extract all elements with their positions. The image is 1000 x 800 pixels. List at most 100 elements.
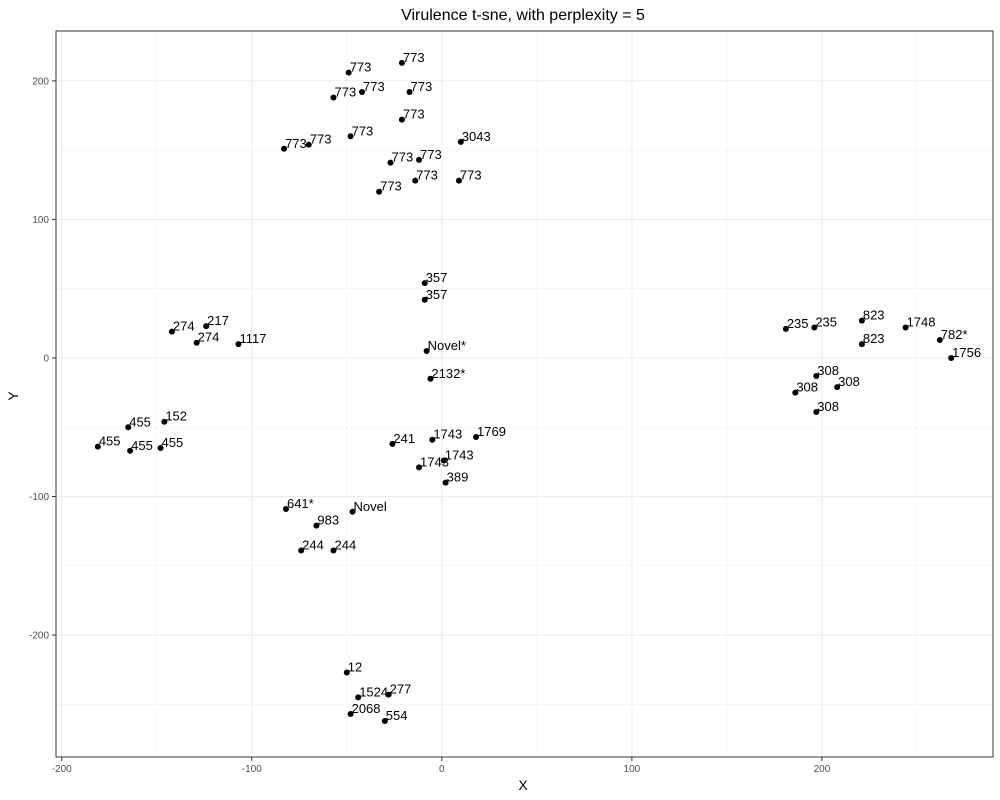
- data-point: [349, 508, 356, 515]
- point-label: 773: [310, 132, 332, 147]
- y-axis-title: Y: [5, 391, 21, 401]
- data-point: [387, 159, 394, 166]
- y-tick-label: -100: [29, 492, 49, 503]
- point-label: 455: [131, 438, 153, 453]
- data-point: [347, 711, 354, 718]
- point-label: 455: [99, 434, 121, 449]
- grid-lines: [56, 31, 993, 757]
- point-label: 773: [416, 168, 438, 183]
- data-point: [193, 339, 200, 346]
- data-point: [161, 418, 168, 425]
- y-tick-label: 100: [32, 215, 49, 226]
- data-point: [381, 717, 388, 724]
- y-tick-label: 0: [43, 353, 49, 364]
- data-point: [127, 447, 134, 454]
- x-tick-label: 100: [624, 764, 641, 775]
- data-point: [792, 389, 799, 396]
- data-point: [203, 323, 210, 330]
- point-label: 389: [447, 470, 469, 485]
- data-point: [427, 375, 434, 382]
- data-point: [94, 443, 101, 450]
- data-point: [343, 669, 350, 676]
- x-axis-title: X: [518, 777, 528, 793]
- data-point: [416, 156, 423, 163]
- point-label: 152: [165, 409, 187, 424]
- point-label: 773: [403, 50, 425, 65]
- point-label: 2132*: [431, 366, 465, 381]
- point-label: 773: [380, 179, 402, 194]
- point-label: 773: [420, 147, 442, 162]
- data-point: [473, 433, 480, 440]
- data-point: [313, 522, 320, 529]
- point-label: 782*: [941, 327, 968, 342]
- data-point: [168, 328, 175, 335]
- data-point: [406, 88, 413, 95]
- data-point: [421, 280, 428, 287]
- data-point: [421, 296, 428, 303]
- point-label: 1743: [420, 454, 449, 469]
- data-point: [813, 409, 820, 416]
- data-point: [376, 188, 383, 195]
- point-label: 244: [302, 538, 324, 553]
- x-tick-label: 200: [814, 764, 831, 775]
- y-tick-label: -200: [29, 631, 49, 642]
- data-point: [398, 116, 405, 123]
- point-label: 773: [460, 168, 482, 183]
- point-label: 1524: [359, 684, 388, 699]
- point-label: 235: [787, 316, 809, 331]
- data-point: [858, 317, 865, 324]
- point-label: 2068: [352, 701, 381, 716]
- point-label: 12: [348, 659, 362, 674]
- point-label: 455: [129, 414, 151, 429]
- panel-border: [55, 30, 994, 758]
- point-label: 641*: [287, 496, 314, 511]
- point-label: 308: [817, 363, 839, 378]
- point-label: 773: [334, 85, 356, 100]
- point-label: 773: [411, 79, 433, 94]
- data-point: [330, 94, 337, 101]
- point-label: 773: [363, 79, 385, 94]
- y-tick-label: 200: [32, 76, 49, 87]
- point-label: 235: [815, 314, 837, 329]
- data-point: [305, 141, 312, 148]
- data-point: [416, 464, 423, 471]
- point-label: 357: [426, 270, 448, 285]
- point-label: 274: [198, 330, 220, 345]
- point-label: 277: [390, 682, 412, 697]
- x-tick-label: 0: [439, 764, 445, 775]
- data-points: [94, 59, 955, 724]
- chart-title: Virulence t-sne, with perplexity = 5: [401, 7, 645, 24]
- point-label: 773: [285, 136, 307, 151]
- plot-background: [56, 31, 993, 757]
- data-point: [125, 424, 132, 431]
- point-label: Novel: [353, 499, 386, 514]
- point-label: 773: [352, 123, 374, 138]
- x-tick-label: -200: [52, 764, 72, 775]
- data-point: [235, 341, 242, 348]
- data-point: [358, 88, 365, 95]
- data-point: [389, 440, 396, 447]
- axis-ticks: -200 -100 0 100 200 -200 -100 0 100 200: [29, 76, 831, 775]
- data-point: [858, 341, 865, 348]
- data-point: [429, 436, 436, 443]
- point-label: 773: [350, 60, 372, 75]
- data-point: [948, 354, 955, 361]
- data-point: [330, 547, 337, 554]
- data-point: [902, 324, 909, 331]
- data-point: [345, 69, 352, 76]
- data-point: [282, 505, 289, 512]
- point-label: 1748: [907, 314, 936, 329]
- data-point: [834, 384, 841, 391]
- point-label: 308: [838, 374, 860, 389]
- point-label: 274: [173, 319, 195, 334]
- data-point: [281, 145, 288, 152]
- data-point: [936, 336, 943, 343]
- data-point: [398, 59, 405, 66]
- point-label: 3043: [462, 129, 491, 144]
- point-label: 554: [386, 708, 408, 723]
- data-point: [440, 457, 447, 464]
- data-point: [782, 325, 789, 332]
- x-tick-label: -100: [242, 764, 262, 775]
